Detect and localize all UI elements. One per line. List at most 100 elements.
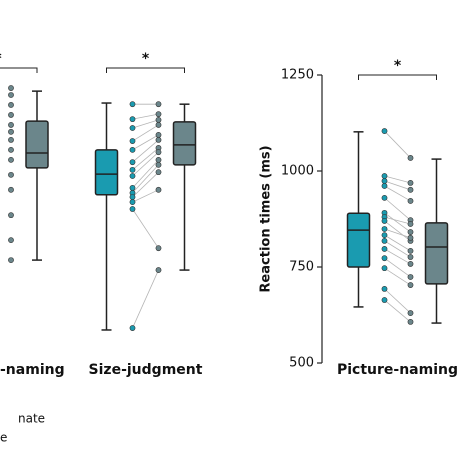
pair-line (132, 113, 159, 120)
data-point (407, 229, 414, 235)
data-point (381, 183, 388, 189)
pair-line (384, 216, 411, 225)
data-point (155, 169, 162, 176)
pair-line (132, 139, 159, 163)
box (94, 149, 119, 196)
data-point (155, 132, 162, 138)
data-point (407, 282, 414, 288)
data-point (155, 156, 162, 163)
pair-line (132, 124, 159, 142)
data-point (381, 237, 388, 244)
pair-line (132, 269, 159, 329)
data-point (8, 171, 14, 178)
legend-label: nate (18, 412, 45, 426)
pair-line (384, 267, 411, 286)
data-point (407, 274, 414, 280)
pair-line (132, 208, 159, 249)
data-point (407, 254, 414, 260)
pair-line (384, 197, 411, 221)
data-point (381, 232, 388, 239)
pair-line (384, 130, 411, 159)
data-point (381, 255, 388, 262)
data-point (129, 101, 136, 108)
data-point (407, 155, 414, 161)
data-point (407, 319, 414, 325)
pair-line (132, 171, 159, 198)
data-point (155, 122, 162, 128)
data-point (8, 128, 14, 135)
y-axis-label: Reaction times (ms) (259, 145, 274, 292)
pair-line (384, 288, 411, 314)
data-point (381, 194, 388, 201)
data-point (129, 159, 136, 166)
data-point (155, 149, 162, 156)
legend-label: e (0, 431, 7, 445)
data-point (8, 257, 14, 263)
data-point (407, 247, 414, 254)
pair-line (384, 234, 411, 252)
data-point (129, 166, 136, 173)
pair-line (384, 220, 411, 242)
pair-line (384, 257, 411, 278)
pair-line (384, 185, 411, 202)
pair-line (132, 119, 159, 129)
significance-bracket (106, 67, 185, 73)
data-point (129, 138, 136, 144)
panel-title: Picture-naming (337, 362, 458, 378)
pair-line (132, 147, 159, 171)
data-point (381, 265, 388, 272)
pair-line (384, 299, 411, 323)
pair-line (132, 164, 159, 194)
significance-label: * (142, 51, 150, 67)
box (25, 120, 49, 169)
pair-line (384, 240, 411, 258)
data-point (407, 198, 414, 204)
data-point (381, 178, 388, 184)
data-point (8, 112, 14, 118)
significance-label: * (394, 58, 402, 74)
data-point (155, 161, 162, 168)
pair-line (384, 212, 411, 233)
data-point (8, 186, 14, 193)
data-point (129, 194, 136, 201)
box (424, 222, 449, 285)
data-point (8, 136, 14, 143)
data-point (155, 267, 162, 273)
data-point (129, 146, 136, 153)
data-point (155, 117, 162, 123)
significance-bracket (358, 74, 437, 80)
data-point (8, 237, 14, 244)
y-tick-label: 1000 (281, 164, 314, 179)
pair-line (132, 159, 159, 189)
data-point (407, 186, 414, 193)
data-point (407, 221, 414, 227)
pair-line (384, 248, 411, 265)
pair-line (132, 189, 159, 203)
significance-bracket (0, 67, 38, 73)
pair-line (132, 134, 159, 151)
pair-line (384, 228, 411, 239)
significance-label: * (0, 51, 2, 67)
data-point (129, 199, 136, 206)
y-tick-label: 750 (289, 260, 314, 275)
y-tick-label: 500 (289, 356, 314, 371)
data-point (381, 246, 388, 252)
data-point (381, 285, 388, 292)
data-point (129, 206, 136, 212)
data-point (381, 226, 388, 232)
data-point (8, 146, 14, 153)
data-point (8, 212, 14, 219)
data-point (129, 116, 136, 123)
data-point (381, 297, 388, 303)
data-point (155, 136, 162, 143)
data-point (155, 111, 162, 118)
data-point (129, 184, 136, 191)
data-point (407, 234, 414, 241)
box (172, 121, 197, 166)
y-tick-label: 1250 (281, 68, 314, 83)
data-point (8, 92, 14, 98)
data-point (155, 245, 162, 252)
data-point (129, 125, 136, 131)
